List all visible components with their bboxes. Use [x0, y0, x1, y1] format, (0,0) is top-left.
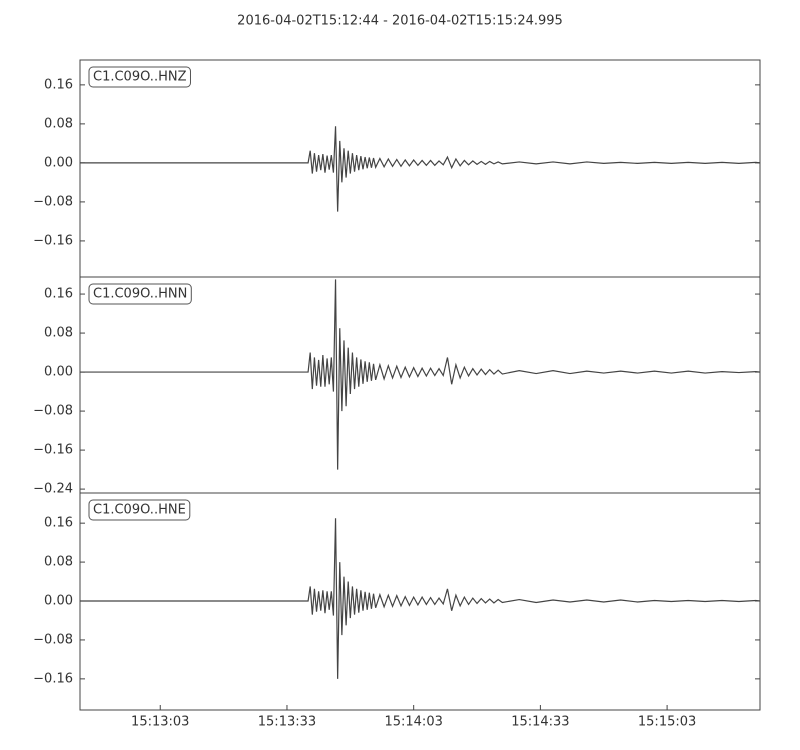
y-tick-label: 0.16 [44, 77, 73, 92]
y-tick-label: 0.00 [44, 594, 73, 609]
trace-label: C1.C09O..HNE [93, 503, 186, 518]
y-tick-label: −0.16 [33, 233, 73, 248]
chart-title: 2016-04-02T15:12:44 - 2016-04-02T15:15:2… [237, 14, 563, 29]
waveform [80, 279, 761, 470]
x-tick-label: 15:14:03 [384, 715, 442, 730]
y-tick-label: 0.16 [44, 516, 73, 531]
y-tick-label: 0.08 [44, 555, 73, 570]
x-tick-label: 15:14:33 [511, 715, 569, 730]
panel-frame [79, 492, 761, 711]
y-tick-label: −0.08 [33, 404, 73, 419]
waveform [80, 126, 761, 212]
y-tick-label: 0.16 [44, 287, 73, 302]
x-tick-label: 15:13:03 [131, 715, 189, 730]
y-tick-label: −0.16 [33, 443, 73, 458]
x-tick-label: 15:15:03 [638, 715, 696, 730]
trace-label: C1.C09O..HNN [93, 287, 187, 302]
trace-label: C1.C09O..HNZ [93, 70, 187, 85]
y-tick-label: −0.08 [33, 194, 73, 209]
y-tick-label: 0.00 [44, 155, 73, 170]
trace-label-box [88, 499, 191, 521]
y-tick-label: 0.00 [44, 365, 73, 380]
y-tick-label: 0.08 [44, 326, 73, 341]
y-tick-label: −0.08 [33, 632, 73, 647]
panel-frame [79, 59, 761, 278]
trace-label-box [88, 66, 191, 88]
y-tick-label: −0.16 [33, 671, 73, 686]
y-tick-label: −0.24 [33, 482, 73, 497]
y-tick-label: 0.08 [44, 116, 73, 131]
trace-label-box [88, 283, 192, 305]
waveform [80, 518, 761, 679]
panel-frame [79, 276, 761, 494]
x-tick-label: 15:13:33 [258, 715, 316, 730]
